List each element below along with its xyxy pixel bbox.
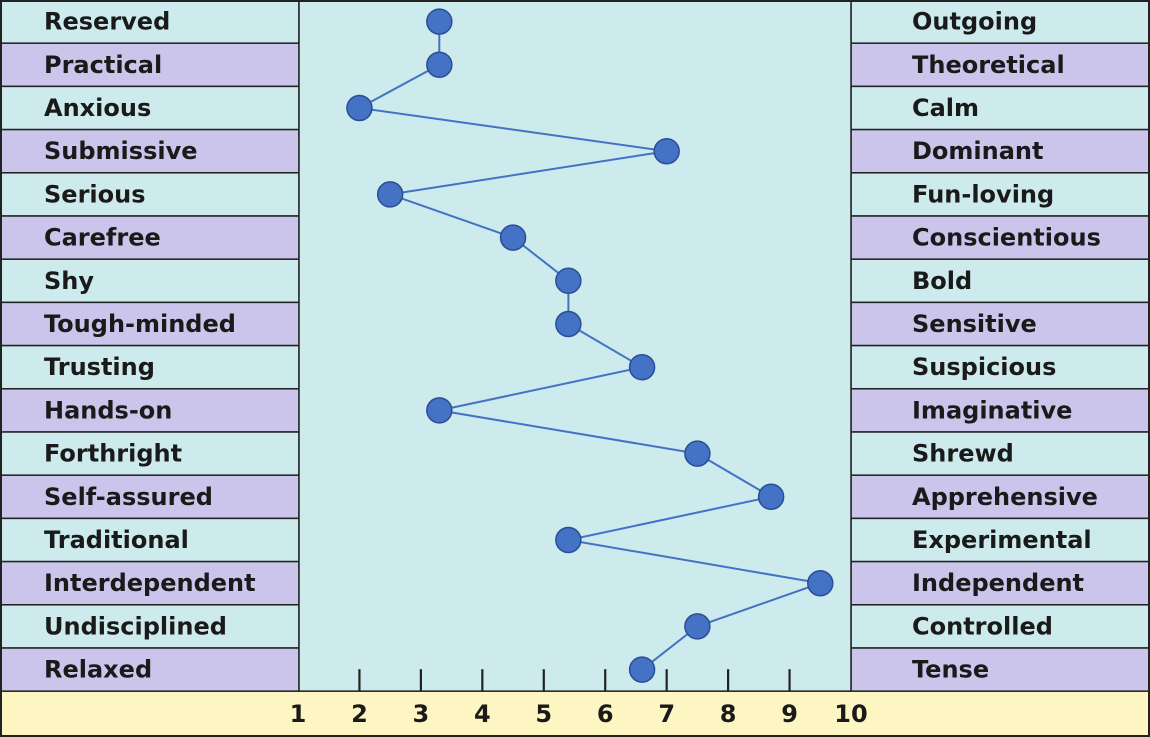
right-trait-label: Fun-loving: [912, 180, 1054, 208]
right-trait-label: Suspicious: [912, 353, 1056, 381]
right-trait-label: Theoretical: [912, 51, 1065, 79]
data-point: [555, 526, 582, 554]
x-tick-label: 2: [351, 700, 368, 728]
left-row-band: [0, 560, 300, 606]
x-tick-label: 8: [720, 700, 737, 728]
right-trait-label: Controlled: [912, 612, 1053, 640]
right-trait-label: Bold: [912, 267, 972, 295]
data-point: [346, 94, 373, 122]
x-tick-label: 6: [597, 700, 614, 728]
right-trait-label: Sensitive: [912, 310, 1037, 338]
right-row-band: [850, 431, 1150, 476]
left-row-band: [0, 215, 300, 260]
right-trait-label: Tense: [912, 656, 989, 684]
data-point: [426, 51, 453, 79]
series-line: [356, 21, 825, 671]
left-trait-label: Serious: [44, 180, 145, 208]
data-point: [628, 353, 656, 381]
right-row-band: [850, 258, 1150, 304]
data-point: [653, 137, 680, 165]
right-trait-label: Apprehensive: [912, 483, 1098, 511]
left-trait-label: Reserved: [44, 8, 170, 36]
axis-bar: [0, 690, 1150, 737]
left-trait-label: Interdependent: [44, 569, 256, 597]
plot-area: [298, 0, 852, 692]
right-row-band: [850, 0, 1150, 44]
right-row-band: [850, 42, 1150, 88]
data-point: [376, 181, 404, 208]
x-axis: 1 2 3 4 5 6 7 8 9 10: [0, 669, 1150, 737]
data-point: [757, 483, 785, 511]
score-series: [346, 8, 834, 683]
left-row-band: [0, 172, 300, 217]
x-tick-label: 10: [834, 700, 867, 728]
left-trait-label: Submissive: [44, 137, 198, 165]
left-row-band: [0, 344, 300, 390]
x-tick-label: 5: [535, 700, 552, 728]
right-trait-label: Dominant: [912, 137, 1043, 165]
x-tick-label: 4: [474, 700, 491, 728]
left-trait-label: Relaxed: [44, 656, 152, 684]
left-trait-label: Tough-minded: [44, 310, 236, 338]
data-point: [807, 569, 834, 597]
data-point: [426, 397, 453, 424]
left-trait-label: Traditional: [44, 526, 189, 554]
trait-labels: Reserved Practical Anxious Submissive Seriou…: [44, 8, 1101, 684]
left-row-band: [0, 517, 300, 563]
data-point: [555, 267, 582, 295]
data-point: [628, 656, 656, 683]
right-row-band: [850, 560, 1150, 606]
right-trait-label: Calm: [912, 94, 979, 122]
right-row-band: [850, 172, 1150, 217]
right-row-band: [850, 474, 1150, 520]
left-trait-label: Anxious: [44, 94, 151, 122]
left-row-band: [0, 474, 300, 520]
left-trait-label: Hands-on: [44, 396, 172, 424]
right-trait-label: Experimental: [912, 526, 1092, 554]
data-point: [684, 440, 711, 467]
left-trait-label: Forthright: [44, 440, 182, 468]
right-trait-label: Conscientious: [912, 224, 1101, 252]
right-trait-label: Imaginative: [912, 396, 1072, 424]
data-point: [684, 613, 711, 640]
x-tick-label: 1: [290, 700, 307, 728]
left-trait-label: Carefree: [44, 224, 161, 252]
left-trait-label: Practical: [44, 51, 162, 79]
data-point: [555, 310, 582, 338]
left-row-band: [0, 604, 300, 649]
right-trait-label: Outgoing: [912, 8, 1037, 36]
left-trait-label: Undisciplined: [44, 612, 227, 640]
x-tick-label: 9: [781, 700, 798, 728]
x-tick-label: 3: [413, 700, 430, 728]
left-row-band: [0, 431, 300, 476]
data-point: [426, 8, 453, 35]
left-row-band: [0, 85, 300, 131]
left-row-band: [0, 128, 300, 174]
right-row-band: [850, 215, 1150, 260]
left-trait-label: Shy: [44, 267, 94, 295]
right-trait-label: Shrewd: [912, 440, 1014, 468]
data-point: [499, 224, 527, 251]
x-tick-label: 7: [658, 700, 675, 728]
right-row-band: [850, 85, 1150, 131]
left-row-band: [0, 301, 300, 347]
left-trait-label: Self-assured: [44, 483, 213, 511]
right-row-band: [850, 647, 1150, 692]
left-trait-label: Trusting: [44, 353, 155, 381]
right-trait-label: Independent: [912, 569, 1084, 597]
